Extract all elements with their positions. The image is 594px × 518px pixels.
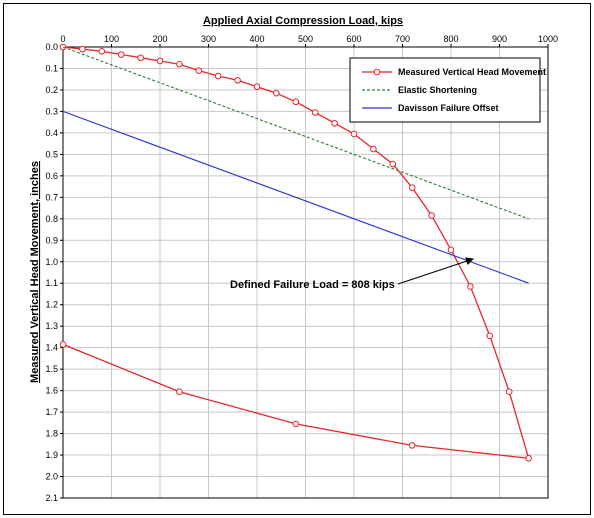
y-tick-label: 1.6 xyxy=(45,386,58,396)
data-point xyxy=(486,332,494,340)
data-point xyxy=(273,89,280,97)
y-tick-label: 0.5 xyxy=(45,149,58,159)
data-point xyxy=(428,212,435,219)
x-tick-label: 800 xyxy=(443,34,458,44)
data-point xyxy=(137,54,144,62)
x-tick-label: 900 xyxy=(492,34,507,44)
data-point xyxy=(505,388,513,395)
y-tick-label: 2.1 xyxy=(45,493,58,503)
annotation-text: Defined Failure Load = 808 kips xyxy=(230,279,395,291)
y-tick-label: 1.5 xyxy=(45,364,58,374)
y-tick-label: 0.3 xyxy=(45,106,58,116)
x-axis-ticks: 0 100 200 300 400 500 600 700 800 900 1000 xyxy=(60,34,558,47)
y-tick-label: 0.6 xyxy=(45,171,58,181)
y-tick-label: 0.7 xyxy=(45,192,58,202)
y-tick-label: 0.9 xyxy=(45,235,58,245)
x-tick-label: 500 xyxy=(298,34,313,44)
data-point xyxy=(331,119,338,127)
y-tick-label: 1.4 xyxy=(45,343,58,353)
x-tick-label: 300 xyxy=(201,34,216,44)
y-tick-label: 0.8 xyxy=(45,214,58,224)
y-axis-ticks: 0.0 0.1 0.2 0.3 0.4 0.5 0.6 0.7 0.8 0.9 1.0 1.1 1.2 1… xyxy=(45,42,63,503)
data-point xyxy=(408,184,416,191)
data-point xyxy=(370,145,377,153)
data-point xyxy=(176,388,183,395)
y-tick-label: 2.0 xyxy=(45,472,58,482)
data-point xyxy=(408,442,416,449)
series-line-2 xyxy=(62,110,529,284)
data-point xyxy=(214,72,222,80)
data-point xyxy=(156,57,164,65)
legend: Measured Vertical Head Movement Elastic S… xyxy=(349,57,546,123)
data-point xyxy=(292,420,300,428)
data-point xyxy=(98,47,106,55)
data-point xyxy=(195,67,203,74)
y-tick-label: 1.1 xyxy=(45,278,58,288)
y-tick-label: 1.0 xyxy=(45,257,58,267)
x-axis-title: Applied Axial Compression Load, kips xyxy=(203,15,403,27)
x-tick-label: 0 xyxy=(60,34,65,44)
y-axis-title: Measured Vertical Head Movement, inches xyxy=(29,161,41,383)
x-tick-label: 1000 xyxy=(538,34,558,44)
data-point xyxy=(447,246,455,254)
data-point xyxy=(234,76,241,84)
data-point xyxy=(525,454,532,462)
data-point xyxy=(467,283,474,290)
x-tick-label: 600 xyxy=(346,34,361,44)
series-layer xyxy=(59,43,532,462)
legend-marker xyxy=(373,68,381,76)
x-tick-label: 100 xyxy=(104,34,119,44)
y-tick-label: 1.8 xyxy=(45,429,58,439)
y-tick-label: 0.4 xyxy=(45,128,58,138)
y-tick-label: 1.3 xyxy=(45,321,58,331)
data-point xyxy=(389,160,397,168)
x-tick-label: 700 xyxy=(395,34,410,44)
data-point xyxy=(253,83,261,91)
data-point xyxy=(59,341,67,348)
legend-label: Elastic Shortening xyxy=(398,85,477,95)
legend-box xyxy=(349,57,541,123)
data-point xyxy=(311,109,319,116)
x-tick-label: 400 xyxy=(249,34,264,44)
y-tick-label: 1.7 xyxy=(45,407,58,417)
data-point xyxy=(79,45,86,53)
legend-label: Measured Vertical Head Movement xyxy=(398,67,546,77)
annotation-arrow xyxy=(397,257,474,285)
series-line-1 xyxy=(62,46,529,220)
y-tick-label: 0.2 xyxy=(45,85,58,95)
data-point xyxy=(350,130,358,138)
data-point xyxy=(292,98,300,106)
data-point xyxy=(117,51,125,58)
failure-annotation: Defined Failure Load = 808 kips xyxy=(230,257,474,291)
y-tick-label: 1.9 xyxy=(45,450,58,460)
y-tick-label: 0.0 xyxy=(45,42,58,52)
y-tick-label: 0.1 xyxy=(45,63,58,73)
y-tick-label: 1.2 xyxy=(45,300,58,310)
x-tick-label: 200 xyxy=(152,34,167,44)
data-point xyxy=(176,60,183,68)
legend-label: Davisson Failure Offset xyxy=(398,103,499,113)
